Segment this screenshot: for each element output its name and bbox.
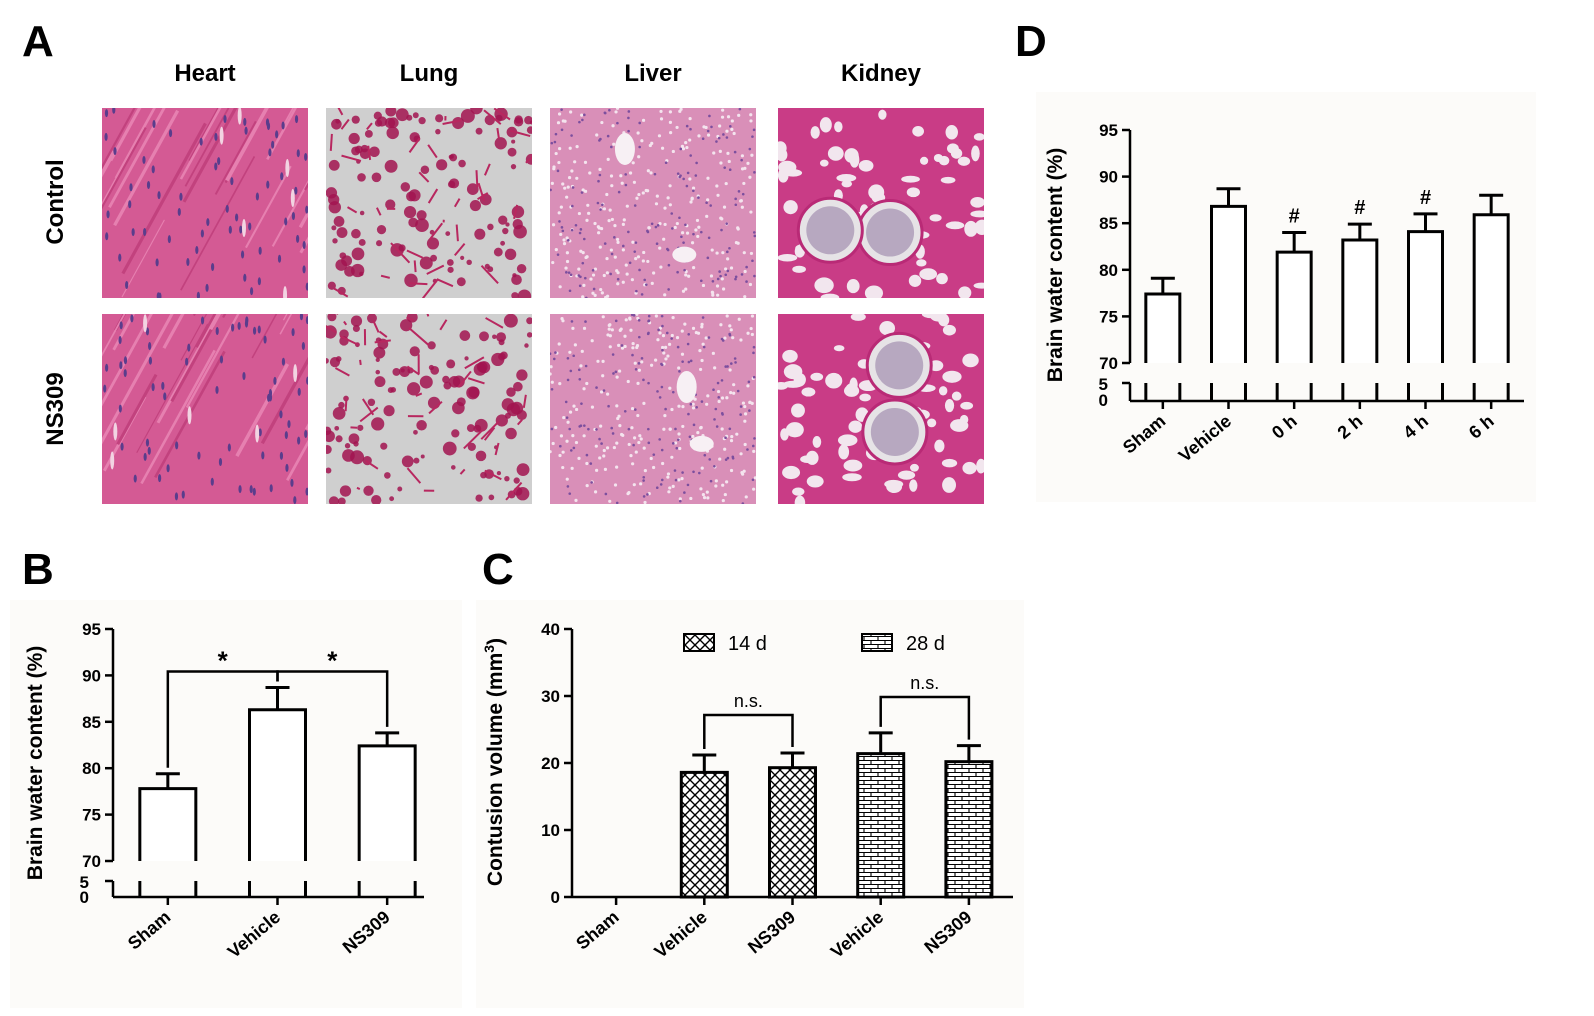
- y-tick-label: 0: [551, 888, 560, 907]
- legend-swatch-28d: [861, 633, 893, 652]
- comparison-label: *: [218, 645, 229, 675]
- panel-a-label: A: [22, 17, 54, 66]
- significance-mark: #: [1354, 197, 1365, 219]
- histology-lung-ns309: [326, 314, 532, 504]
- y-tick-label: 75: [1099, 307, 1118, 326]
- histology-kidney-ns309: [778, 314, 984, 504]
- chart-b-ylabel: Brain water content (%): [24, 646, 47, 881]
- panel-d-label: D: [1015, 17, 1047, 66]
- chart-d: Brain water content (%) 5 0 70 75 80 85 90 95…: [1044, 121, 1524, 466]
- x-tick-label: Vehicle: [224, 907, 284, 962]
- histology-lung-control: [326, 108, 532, 298]
- chart-b: Brain water content (%) 5 0 70 75 80 85 90 95…: [24, 620, 424, 962]
- y-tick-label: 10: [541, 821, 560, 840]
- tissue-image: [550, 108, 756, 298]
- y-tick-label: 75: [82, 806, 101, 825]
- y-tick-label: 85: [82, 713, 101, 732]
- y-tick-label: 70: [1099, 354, 1118, 373]
- bar: [248, 708, 307, 861]
- tissue-image: [778, 108, 984, 298]
- chart-c-background: [476, 600, 1024, 1008]
- x-tick-label: Vehicle: [827, 907, 887, 962]
- bar: [138, 787, 198, 861]
- bar: [1144, 292, 1182, 363]
- histology-kidney-control: [778, 108, 984, 298]
- x-tick-label: Sham: [124, 907, 174, 954]
- tissue-image: [102, 314, 308, 504]
- chart-c: Contusion volume (mm3) 14 d 28 d 0 10 20 30…: [481, 620, 1013, 962]
- y-tick-label: 20: [541, 754, 560, 773]
- x-tick-label: Sham: [572, 907, 622, 954]
- panel-c-label: C: [482, 545, 514, 594]
- chart-d-ylabel: Brain water content (%): [1044, 148, 1067, 383]
- x-tick-label: 0 h: [1268, 411, 1301, 443]
- tissue-image: [326, 108, 532, 298]
- y-tick-label: 70: [82, 852, 101, 871]
- y-tick-label: 95: [82, 620, 101, 639]
- y-tick-label: 30: [541, 687, 560, 706]
- x-tick-label: 4 h: [1399, 411, 1432, 443]
- y-tick-label: 85: [1099, 214, 1118, 233]
- comparison-label: n.s.: [910, 673, 939, 693]
- histology-heart-ns309: [102, 314, 308, 504]
- x-tick-label: Sham: [1119, 411, 1169, 458]
- column-label-liver: Liver: [624, 60, 682, 87]
- column-label-kidney: Kidney: [840, 60, 921, 87]
- x-tick-label: NS309: [339, 907, 394, 958]
- comparison-label: n.s.: [734, 691, 763, 711]
- tissue-image: [778, 314, 984, 504]
- chart-d-low-tick-5: 5: [1099, 375, 1108, 394]
- comparison-label: *: [327, 645, 338, 675]
- x-tick-label: Vehicle: [1175, 411, 1235, 466]
- panel-b-label: B: [22, 545, 54, 594]
- bar: [679, 770, 729, 899]
- histology-liver-ns309: [550, 314, 756, 504]
- x-tick-label: NS309: [920, 907, 975, 958]
- tissue-image: [550, 314, 756, 504]
- y-tick-label: 95: [1099, 121, 1118, 140]
- comparison-bracket: [276, 670, 389, 727]
- chart-b-low-tick-0: 0: [80, 888, 89, 907]
- bar: [856, 752, 906, 899]
- y-tick-label: 80: [1099, 261, 1118, 280]
- x-tick-label: 2 h: [1334, 411, 1367, 443]
- legend-swatch-14d: [683, 633, 715, 652]
- bar: [1472, 213, 1510, 363]
- bar: [768, 766, 817, 899]
- bar: [1210, 204, 1247, 363]
- bar: [357, 744, 417, 861]
- histology-liver-control: [550, 108, 756, 298]
- tissue-image: [102, 108, 308, 298]
- legend-label-14d: 14 d: [728, 633, 767, 655]
- legend-label-28d: 28 d: [906, 633, 945, 655]
- chart-c-ylabel: Contusion volume (mm3): [481, 638, 507, 886]
- comparison-bracket: [879, 695, 971, 740]
- x-tick-label: Vehicle: [650, 907, 710, 962]
- significance-mark: #: [1289, 206, 1300, 228]
- y-tick-label: 90: [82, 666, 101, 685]
- bar: [944, 760, 994, 899]
- histology-heart-control: [102, 108, 308, 298]
- tissue-image: [326, 314, 532, 504]
- y-tick-label: 90: [1099, 168, 1118, 187]
- x-tick-label: 6 h: [1465, 411, 1498, 443]
- bar: [1407, 230, 1444, 363]
- comparison-bracket: [703, 713, 794, 749]
- y-tick-label: 40: [541, 620, 560, 639]
- column-label-lung: Lung: [399, 60, 459, 87]
- y-tick-label: 80: [82, 759, 101, 778]
- chart-d-low-tick-0: 0: [1099, 391, 1108, 410]
- significance-mark: #: [1420, 187, 1431, 209]
- x-tick-label: NS309: [744, 907, 799, 958]
- bar: [1341, 238, 1379, 363]
- chart-b-low-tick-5: 5: [80, 873, 89, 892]
- bar: [1275, 250, 1313, 363]
- column-label-heart: Heart: [174, 60, 236, 87]
